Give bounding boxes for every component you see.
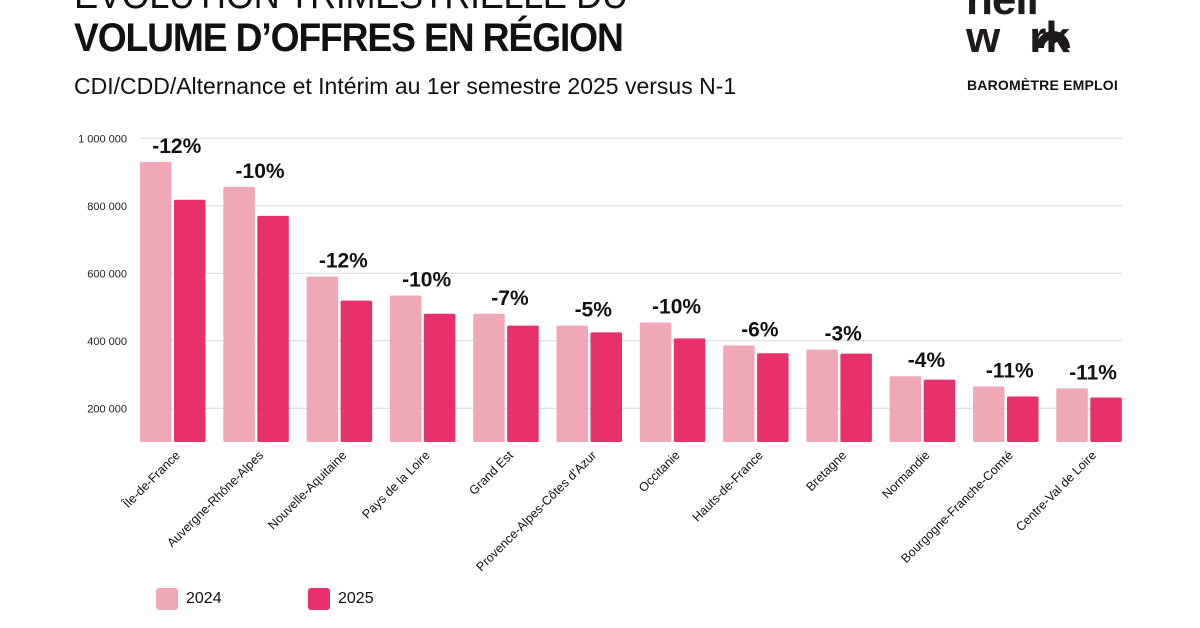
bar-2025 bbox=[757, 353, 789, 442]
bar-2024 bbox=[306, 276, 339, 442]
bar-2025 bbox=[1090, 397, 1122, 442]
y-tick-label: 200 000 bbox=[87, 403, 127, 415]
bar-2024 bbox=[556, 325, 588, 442]
percent-change-label: -5% bbox=[575, 299, 613, 322]
x-tick-label: Nouvelle-Aquitaine bbox=[265, 448, 349, 532]
percent-change-label: -12% bbox=[319, 250, 368, 273]
percent-change-label: -10% bbox=[652, 296, 701, 319]
percent-change-label: -12% bbox=[152, 135, 201, 158]
percent-change-label: -11% bbox=[1069, 361, 1117, 384]
x-tick-label: Centre-Val de Loire bbox=[1013, 448, 1099, 534]
legend-label-2025: 2025 bbox=[338, 590, 374, 607]
percent-change-label: -6% bbox=[741, 318, 779, 341]
percent-change-label: -10% bbox=[402, 269, 451, 292]
barometre-tagline: BAROMÈTRE EMPLOI bbox=[967, 77, 1118, 93]
logo-w: w bbox=[966, 13, 1000, 62]
page-title: VOLUME D’OFFRES EN RÉGION bbox=[74, 16, 624, 60]
x-tick-label: Pays de la Loire bbox=[359, 448, 432, 521]
x-tick-label: Île-de-France bbox=[119, 447, 183, 511]
legend-item-2025: 2025 bbox=[308, 588, 374, 610]
bar-2024 bbox=[223, 186, 255, 442]
legend-item-2024: 2024 bbox=[156, 588, 222, 610]
percent-change-labels: -12% -10% -12% -10% -7% -5% -10% -6% -3% -4% -11% -… bbox=[152, 135, 1117, 384]
bar-2025 bbox=[257, 215, 289, 442]
percent-change-label: -11% bbox=[986, 359, 1034, 382]
bar-2025 bbox=[840, 353, 872, 442]
bar-2024 bbox=[140, 161, 172, 442]
subtitle: CDI/CDD/Alternance et Intérim au 1er sem… bbox=[74, 73, 737, 99]
bar-2025 bbox=[174, 199, 206, 442]
bar-2024 bbox=[806, 349, 838, 442]
hellowork-logo: hell wrk bbox=[962, 0, 1132, 62]
x-tick-label: Auvergne-Rhône-Alpes bbox=[164, 448, 266, 550]
legend-swatch-2024 bbox=[156, 588, 178, 610]
logo-text-top: hell bbox=[966, 0, 1039, 22]
x-tick-label: Occitanie bbox=[636, 448, 683, 495]
y-tick-label: 400 000 bbox=[87, 336, 127, 348]
percent-change-label: -10% bbox=[236, 160, 285, 183]
bar-2024 bbox=[889, 376, 922, 442]
percent-change-label: -3% bbox=[824, 323, 862, 346]
bar-2025 bbox=[340, 300, 373, 442]
logo-rk: rk bbox=[1029, 13, 1070, 62]
bar-2024 bbox=[473, 313, 505, 442]
bar-2025 bbox=[673, 338, 706, 442]
x-tick-label: Normandie bbox=[879, 448, 932, 501]
legend-swatch-2025 bbox=[308, 588, 330, 610]
bar-2025 bbox=[923, 379, 956, 442]
bar-2025 bbox=[423, 313, 456, 442]
gridlines bbox=[140, 137, 1122, 409]
bar-2025 bbox=[590, 332, 622, 442]
logo-arc-icon bbox=[1036, 31, 1070, 49]
bar-2024 bbox=[973, 386, 1005, 442]
y-axis-tick-labels: 200 000 400 000 600 000 800 000 1 000 000 bbox=[78, 133, 127, 415]
x-tick-label: Hauts-de-France bbox=[690, 448, 766, 524]
y-tick-label: 1 000 000 bbox=[78, 133, 127, 145]
bar-2024 bbox=[389, 295, 422, 442]
bar-2024 bbox=[639, 322, 672, 442]
y-tick-label: 800 000 bbox=[87, 201, 127, 213]
bars bbox=[140, 161, 1122, 442]
logo-text-bottom: w rk bbox=[966, 13, 1070, 62]
bar-2024 bbox=[1056, 388, 1088, 442]
percent-change-label: -7% bbox=[491, 287, 529, 310]
bar-2024 bbox=[723, 345, 755, 442]
y-tick-label: 600 000 bbox=[87, 268, 127, 280]
title-line-1: ÉVOLUTION TRIMESTRIELLE DU bbox=[74, 0, 628, 18]
percent-change-label: -4% bbox=[908, 349, 946, 372]
x-tick-label: Grand Est bbox=[466, 448, 516, 498]
bar-2025 bbox=[507, 325, 539, 442]
legend-label-2024: 2024 bbox=[186, 590, 222, 607]
bar-2025 bbox=[1007, 396, 1039, 442]
x-tick-label: Bretagne bbox=[803, 448, 849, 494]
